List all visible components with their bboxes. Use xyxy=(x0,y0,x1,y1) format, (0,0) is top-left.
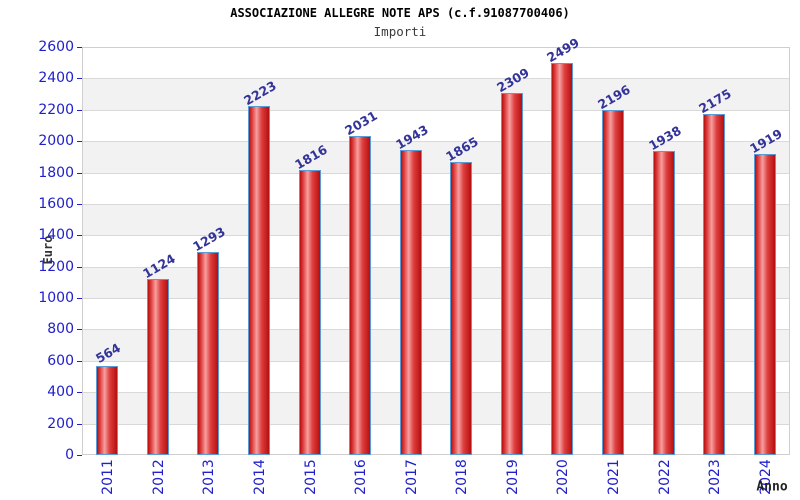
y-tick-label: 2600 xyxy=(38,39,74,55)
y-tick-label: 2200 xyxy=(38,101,74,118)
y-tick-label: 200 xyxy=(47,415,74,432)
x-tick-label: 2017 xyxy=(403,459,420,495)
bar xyxy=(197,252,220,455)
y-tick-label: 1000 xyxy=(38,290,74,307)
bar xyxy=(450,162,473,455)
bar xyxy=(349,136,372,455)
y-axis-tick xyxy=(77,203,82,205)
x-tick-label: 2020 xyxy=(555,459,572,495)
chart-title: ASSOCIAZIONE ALLEGRE NOTE APS (c.f.91087… xyxy=(230,6,570,20)
y-axis-tick xyxy=(77,109,82,111)
gridline xyxy=(82,78,790,80)
x-tick-label: 2012 xyxy=(150,459,167,495)
plot-band xyxy=(82,141,790,173)
bar xyxy=(146,278,169,455)
bar xyxy=(703,113,726,455)
plot-band xyxy=(82,235,790,267)
gridline xyxy=(82,423,790,425)
gridline xyxy=(82,172,790,174)
y-tick-label: 600 xyxy=(47,352,74,369)
y-axis-tick xyxy=(77,235,82,237)
y-tick-label: 1800 xyxy=(38,164,74,181)
plot-band xyxy=(82,203,790,236)
y-axis-tick xyxy=(77,266,82,268)
plot-band xyxy=(82,423,790,455)
plot-band xyxy=(82,298,790,330)
y-tick-label: 800 xyxy=(47,321,74,338)
plot-band xyxy=(82,109,790,142)
y-tick-label: 1600 xyxy=(38,195,74,212)
y-tick-label: 1400 xyxy=(38,227,74,244)
y-axis-tick xyxy=(77,47,82,48)
bar xyxy=(298,170,321,455)
bar xyxy=(602,110,624,455)
plot-band xyxy=(82,266,790,299)
plot-band xyxy=(82,392,790,424)
gridline xyxy=(82,266,790,268)
plot-band xyxy=(82,329,790,361)
bar xyxy=(551,62,574,455)
y-axis-tick xyxy=(77,141,82,143)
x-tick-label: 2021 xyxy=(606,459,622,495)
x-tick-label: 2016 xyxy=(353,459,370,495)
x-tick-label: 2015 xyxy=(302,459,319,495)
gridline xyxy=(82,109,790,111)
x-tick-label: 2019 xyxy=(504,459,521,495)
bar xyxy=(96,366,119,455)
bar xyxy=(399,150,422,455)
y-tick-label: 2000 xyxy=(38,133,74,150)
plot-band xyxy=(82,360,790,393)
plot-band xyxy=(82,172,790,204)
plot-band xyxy=(82,47,790,79)
y-tick-label: 2400 xyxy=(38,70,74,87)
y-tick-label: 1200 xyxy=(38,258,74,275)
bar xyxy=(248,106,270,455)
plot-band xyxy=(82,78,790,110)
gridline xyxy=(82,298,790,300)
y-axis-tick xyxy=(77,455,82,456)
y-axis-tick xyxy=(77,360,82,362)
bar xyxy=(500,92,523,455)
y-axis-tick xyxy=(77,392,82,394)
y-axis-tick xyxy=(77,329,82,331)
y-axis-tick xyxy=(77,423,82,425)
y-tick-label: 400 xyxy=(47,384,74,401)
x-axis-title: Anno xyxy=(756,479,788,495)
gridline xyxy=(82,360,790,362)
x-tick-label: 2013 xyxy=(201,459,218,495)
x-tick-label: 2023 xyxy=(707,459,724,495)
x-tick-label: 2014 xyxy=(252,459,268,495)
chart-subtitle: Importi xyxy=(373,24,427,39)
gridline xyxy=(82,141,790,143)
x-tick-label: 2022 xyxy=(656,459,673,495)
gridline xyxy=(82,203,790,205)
gridline xyxy=(82,235,790,237)
x-tick-label: 2011 xyxy=(100,459,117,495)
x-tick-label: 2018 xyxy=(454,459,471,495)
bar xyxy=(753,153,776,455)
y-tick-label: 0 xyxy=(65,447,74,463)
y-axis-tick xyxy=(77,78,82,80)
gridline xyxy=(82,392,790,394)
gridline xyxy=(82,329,790,331)
y-axis-tick xyxy=(77,172,82,174)
bar xyxy=(652,150,675,455)
y-axis-tick xyxy=(77,298,82,300)
